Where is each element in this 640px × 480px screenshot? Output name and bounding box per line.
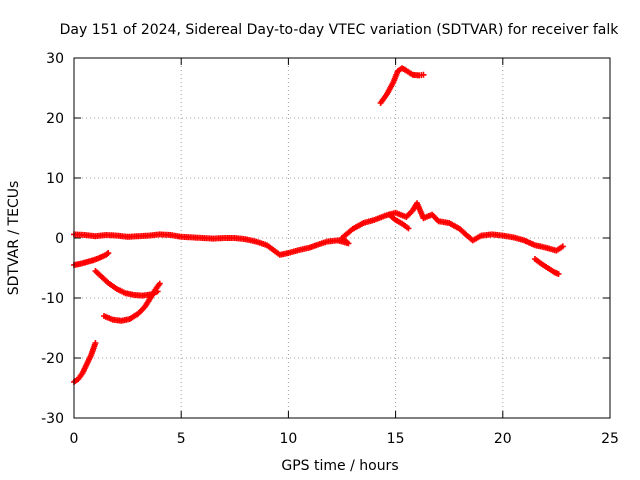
series-high-arc	[377, 65, 427, 106]
x-tick-label: 5	[177, 431, 186, 447]
x-axis-label: GPS time / hours	[281, 458, 398, 474]
y-tick-label: -30	[41, 411, 64, 427]
x-tick-label: 20	[494, 431, 512, 447]
y-tick-label: 10	[46, 171, 64, 187]
y-tick-labels: -30 -20 -10 0 10 20 30	[41, 51, 64, 427]
x-tick-labels: 0 5 10 15 20 25	[70, 431, 619, 447]
y-tick-label: -10	[41, 291, 64, 307]
y-tick-label: 20	[46, 111, 64, 127]
x-tick-label: 10	[279, 431, 297, 447]
x-tick-label: 0	[70, 431, 79, 447]
data-point	[105, 250, 112, 256]
series-lower-curve	[101, 280, 163, 324]
chart-title: Day 151 of 2024, Sidereal Day-to-day VTE…	[60, 22, 620, 38]
y-tick-label: -20	[41, 351, 64, 367]
series-left-descending	[71, 250, 112, 268]
data-point	[156, 280, 163, 287]
x-tick-label: 15	[387, 431, 405, 447]
series-right-tail	[531, 256, 562, 277]
y-tick-label: 0	[55, 231, 64, 247]
series-upper-curve	[92, 268, 161, 299]
data-point	[405, 225, 412, 232]
data-point	[555, 271, 562, 277]
data-point	[559, 243, 566, 250]
x-tick-label: 25	[601, 431, 619, 447]
series-dip-branch	[386, 211, 412, 232]
y-axis-label: SDTVAR / TECUs	[6, 181, 22, 296]
data-point	[420, 71, 427, 78]
data-points	[71, 65, 566, 385]
y-tick-label: 30	[46, 51, 64, 67]
plot-frame	[73, 57, 611, 419]
data-point	[92, 340, 99, 346]
data-point	[104, 250, 111, 257]
series-main-band	[71, 200, 566, 258]
series-bottom-left	[71, 340, 99, 385]
